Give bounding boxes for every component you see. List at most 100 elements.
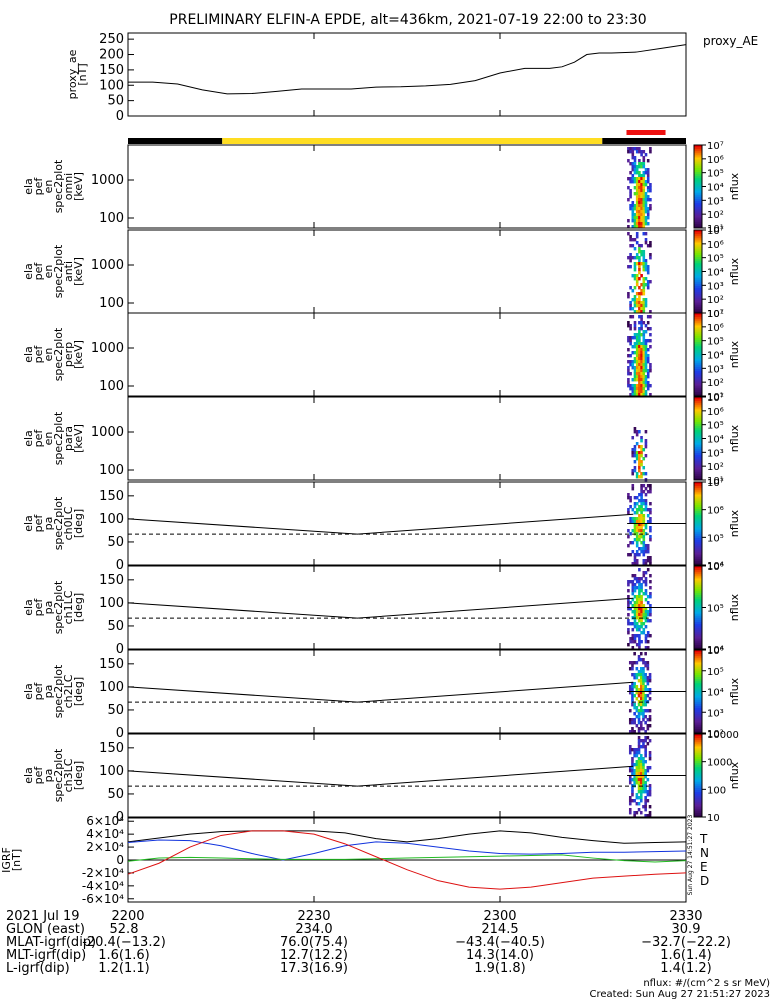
colorbar-segment [694,632,702,635]
heatmap-cell [633,637,637,641]
colorbar-segment [694,738,702,741]
spectrogram-frame-outline [127,396,687,481]
heatmap-cell [644,526,648,530]
heatmap-cell [646,283,650,287]
heatmap-cell [637,736,641,740]
colorbar-segment [694,628,702,631]
colorbar-segment [694,321,702,324]
heatmap-cell [646,634,650,638]
y-axis-label-line: proxy_ae [66,49,79,99]
colorbar-tick-label: 10² [707,210,724,221]
heatmap-cell [640,189,643,193]
heatmap-cell [646,280,650,284]
heatmap-cell [631,336,635,340]
heatmap-cell [649,559,652,563]
colorbar-segment [694,385,702,389]
heatmap-cell [631,667,634,671]
heatmap-cell [644,439,648,443]
proxy-ae-ytick-label: 100 [99,78,124,93]
heatmap-cell [640,150,643,154]
colorbar-segment [694,750,702,754]
colorbar-tick-label: 10000 [707,730,739,741]
heatmap-cell [633,505,637,509]
heatmap-cell [649,580,652,584]
heatmap-cell [644,769,647,773]
colorbar-segment [694,217,702,221]
heatmap-cell [627,147,630,151]
heatmap-cell [642,622,646,626]
heatmap-cell [640,357,643,361]
heatmap-cell [638,577,641,581]
heatmap-cell [640,463,643,467]
heatmap-cell [638,307,641,311]
heatmap-cell [649,484,652,488]
y-axis-label-line: anti [62,261,75,282]
heatmap-cell [635,454,639,458]
colorbar-segment [694,634,702,638]
heatmap-cell [646,547,650,551]
heatmap-cell [633,390,637,394]
heatmap-cell [635,661,639,665]
heatmap-cell [646,682,650,686]
heatmap-cell [631,345,635,349]
heatmap-cell [629,363,632,367]
heatmap-cell [637,739,641,743]
pa-ytick-label: 50 [107,535,124,550]
heatmap-cell [633,333,637,337]
heatmap-cell [649,517,652,521]
colorbar-segment [694,313,702,316]
heatmap-cell [631,177,635,181]
heatmap-cell [627,295,630,299]
y-axis-label-line: ela [22,767,35,784]
heatmap-cell [640,496,643,500]
heatmap-cell [631,378,635,382]
heatmap-cell [638,222,641,226]
heatmap-cell [633,162,637,166]
heatmap-cell [646,559,650,563]
heatmap-cell [644,180,648,184]
colorbar-segment [694,728,702,732]
heatmap-cell [639,778,643,782]
colorbar-segment [694,498,702,502]
heatmap-cell [646,198,650,202]
heatmap-cell [639,727,643,731]
colorbar-segment [694,375,702,378]
colorbar-segment [694,304,702,308]
heatmap-cell [644,613,648,617]
colorbar-segment [694,744,702,747]
heatmap-cell [644,472,648,476]
heatmap-cell [646,667,650,671]
heatmap-cell [627,321,630,325]
heatmap-cell [642,289,646,293]
heatmap-cell [633,165,637,169]
heatmap-cell [638,225,641,229]
heatmap-cell [648,751,652,755]
heatmap-cell [631,387,635,391]
heatmap-cell [637,670,641,674]
heatmap-cell [644,583,648,587]
heatmap-cell [640,292,643,296]
colorbar-segment [694,465,702,469]
heatmap-cell [642,544,646,548]
colorbar-segment [694,800,702,803]
heatmap-cell [642,348,646,352]
heatmap-cell [629,580,632,584]
heatmap-cell [633,192,637,196]
colorbar-segment [694,308,702,312]
colorbar-segment [694,519,702,522]
colorbar-label: nflux [728,509,741,537]
colorbar-segment [694,773,702,776]
colorbar-segment [694,658,702,661]
heatmap-cell [633,595,637,599]
heatmap-cell [644,610,648,614]
colorbar-segment [694,411,702,415]
heatmap-cell [631,298,635,302]
heatmap-cell [635,769,639,773]
heatmap-cell [639,697,643,701]
heatmap-cell [642,790,645,794]
colorbar-segment [694,352,702,355]
colorbar-segment [694,178,702,181]
